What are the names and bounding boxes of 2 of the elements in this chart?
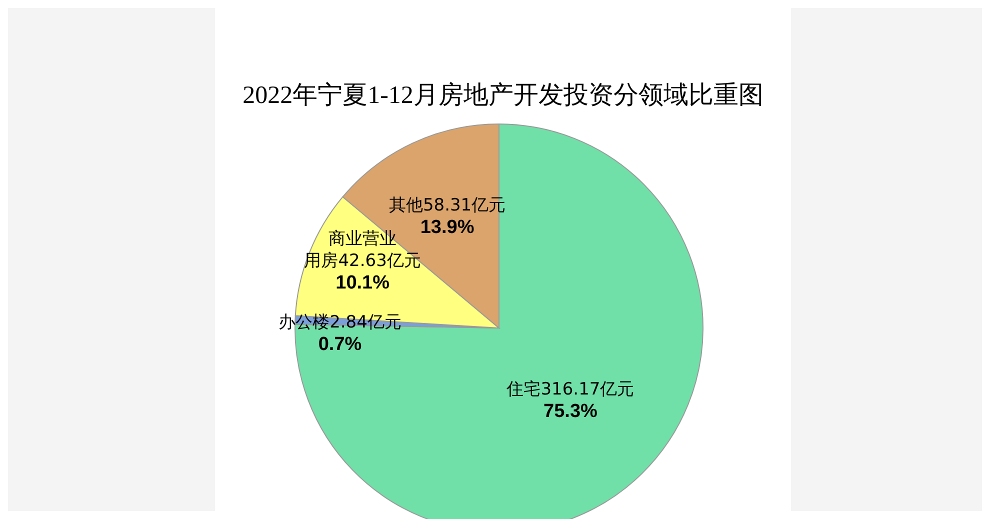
slice-label: 住宅316.17亿元 75.3% — [506, 379, 634, 422]
chart-title: 2022年宁夏1-12月房地产开发投资分领域比重图 — [242, 80, 764, 111]
